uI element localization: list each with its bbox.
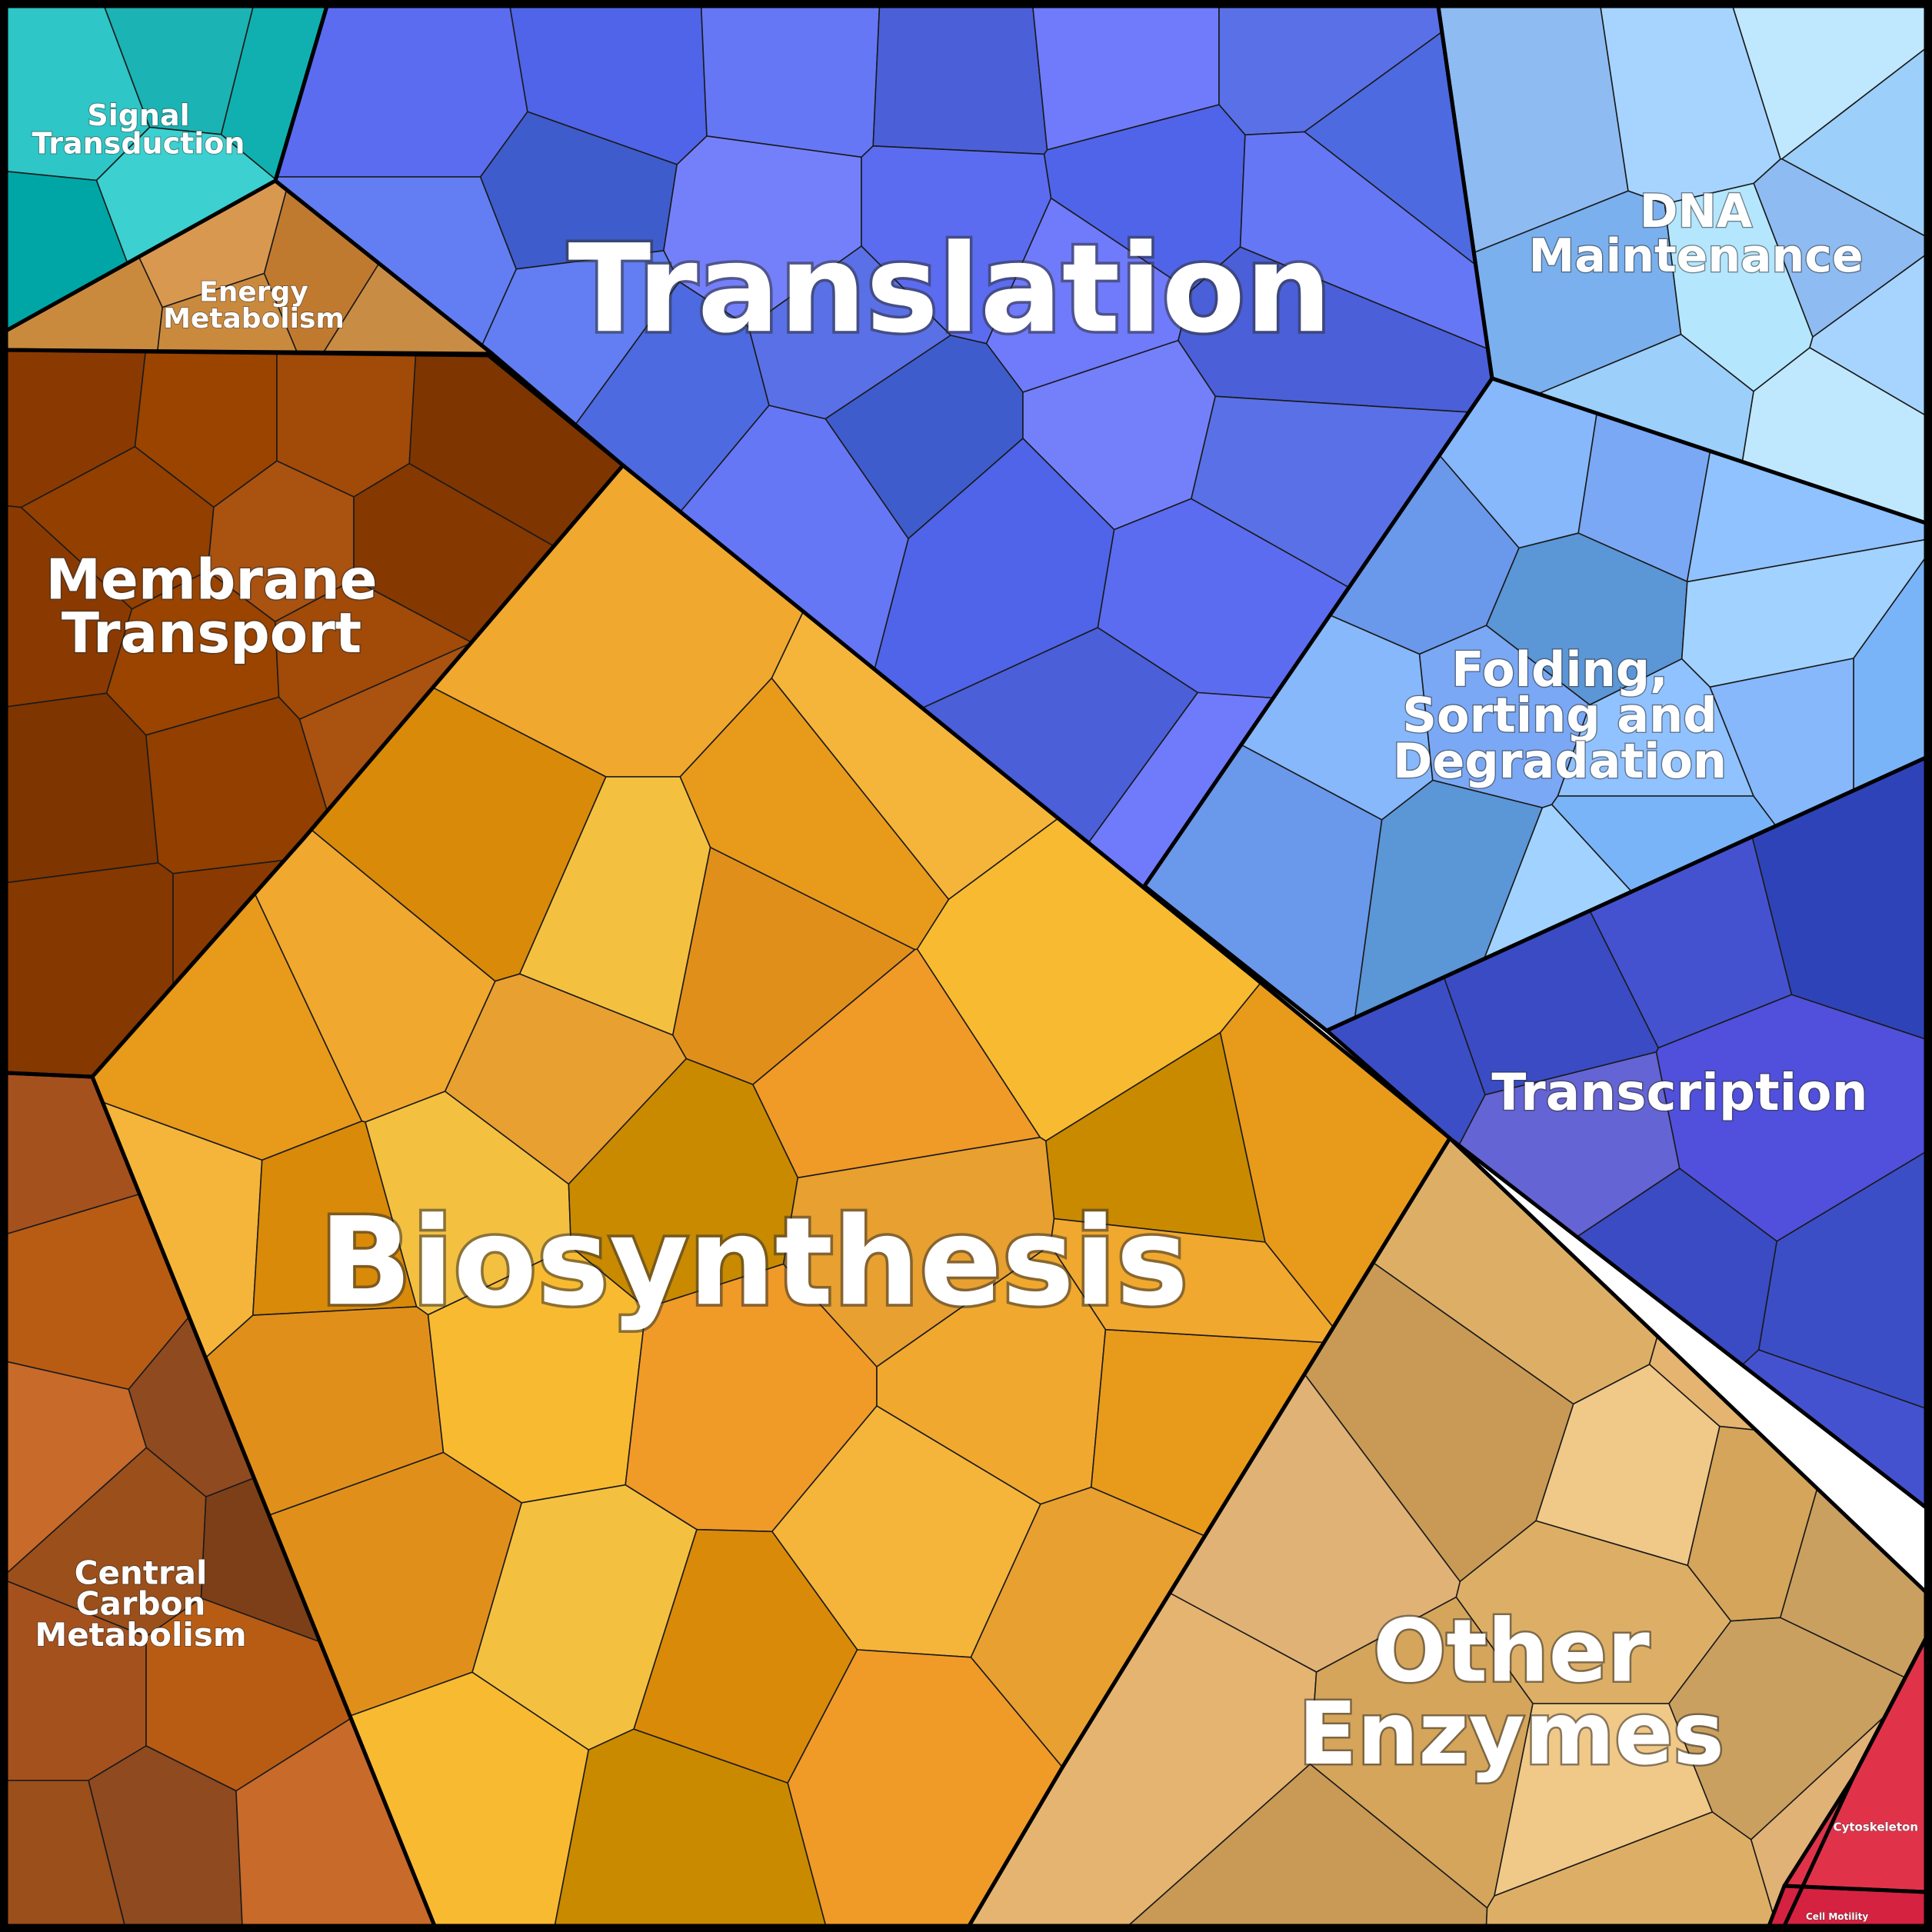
label-line-transcription-0: Transcription bbox=[1491, 1063, 1867, 1122]
label-transcription: Transcription bbox=[1491, 1063, 1867, 1122]
label-line-folding-sorting-and-degradation-0: Folding, bbox=[1451, 641, 1667, 698]
labels-layer: Translation Biosynthesis Membrane Transport… bbox=[32, 98, 1919, 1922]
label-line-membrane-transport-0: Membrane bbox=[45, 548, 377, 612]
label-line-central-carbon-metabolism-1: Carbon bbox=[76, 1585, 206, 1623]
label-folding-sorting-and-degradation: Folding, Sorting and Degradation bbox=[1393, 641, 1727, 789]
cell-translation-2 bbox=[700, 5, 881, 158]
label-line-membrane-transport-1: Transport bbox=[62, 601, 361, 665]
label-line-cell-motility-0: Cell Motility bbox=[1806, 1911, 1868, 1922]
region-membrane-transport bbox=[5, 349, 624, 1078]
label-line-other-enzymes-1: Enzymes bbox=[1298, 1684, 1724, 1784]
cells-layer bbox=[5, 5, 1927, 1927]
label-translation: Translation bbox=[568, 218, 1332, 360]
label-membrane-transport: Membrane Transport bbox=[45, 548, 377, 665]
label-cell-motility: Cell Motility bbox=[1806, 1911, 1868, 1922]
label-line-dna-maintenance-0: DNA bbox=[1640, 185, 1753, 238]
label-line-other-enzymes-0: Other bbox=[1373, 1601, 1650, 1701]
region-translation bbox=[275, 5, 1493, 971]
region-signal-transduction bbox=[5, 5, 328, 331]
label-line-central-carbon-metabolism-2: Metabolism bbox=[35, 1616, 246, 1654]
label-line-translation-0: Translation bbox=[568, 218, 1332, 360]
label-line-cytoskeleton-0: Cytoskeleton bbox=[1834, 1820, 1918, 1834]
region-fill-cell-motility bbox=[1769, 1886, 1926, 1926]
label-line-dna-maintenance-1: Maintenance bbox=[1528, 229, 1863, 283]
region-other-enzymes bbox=[968, 1138, 1927, 1927]
cell-translation-3 bbox=[872, 5, 1048, 155]
region-cytoskeleton bbox=[1784, 1638, 1926, 1892]
region-biosynthesis bbox=[92, 465, 1451, 1927]
label-other-enzymes: Other Enzymes bbox=[1298, 1601, 1724, 1784]
label-dna-maintenance: DNA Maintenance bbox=[1528, 185, 1863, 283]
region-central-carbon-metabolism bbox=[5, 1072, 435, 1927]
label-energy-metabolism: Energy Metabolism bbox=[163, 276, 345, 335]
label-line-biosynthesis-0: Biosynthesis bbox=[319, 1191, 1188, 1333]
label-line-folding-sorting-and-degradation-2: Degradation bbox=[1393, 733, 1727, 789]
label-line-signal-transduction-1: Transduction bbox=[32, 127, 245, 161]
label-line-energy-metabolism-0: Energy bbox=[199, 276, 308, 308]
region-cell-motility bbox=[1769, 1886, 1926, 1926]
region-transcription bbox=[1326, 757, 1927, 1508]
region-folding-sorting-and-degradation bbox=[1144, 378, 1927, 1031]
label-signal-transduction: Signal Transduction bbox=[32, 98, 245, 160]
label-cytoskeleton: Cytoskeleton bbox=[1834, 1820, 1918, 1834]
label-central-carbon-metabolism: Central Carbon Metabolism bbox=[35, 1554, 246, 1654]
region-energy-metabolism bbox=[5, 180, 493, 355]
label-line-energy-metabolism-1: Metabolism bbox=[163, 303, 345, 335]
label-line-signal-transduction-0: Signal bbox=[87, 98, 189, 132]
region-dna-maintenance bbox=[1437, 5, 1927, 524]
label-biosynthesis: Biosynthesis bbox=[319, 1191, 1188, 1333]
label-line-folding-sorting-and-degradation-1: Sorting and bbox=[1402, 688, 1717, 744]
region-fill-cytoskeleton bbox=[1784, 1638, 1926, 1892]
label-line-central-carbon-metabolism-0: Central bbox=[75, 1554, 208, 1591]
